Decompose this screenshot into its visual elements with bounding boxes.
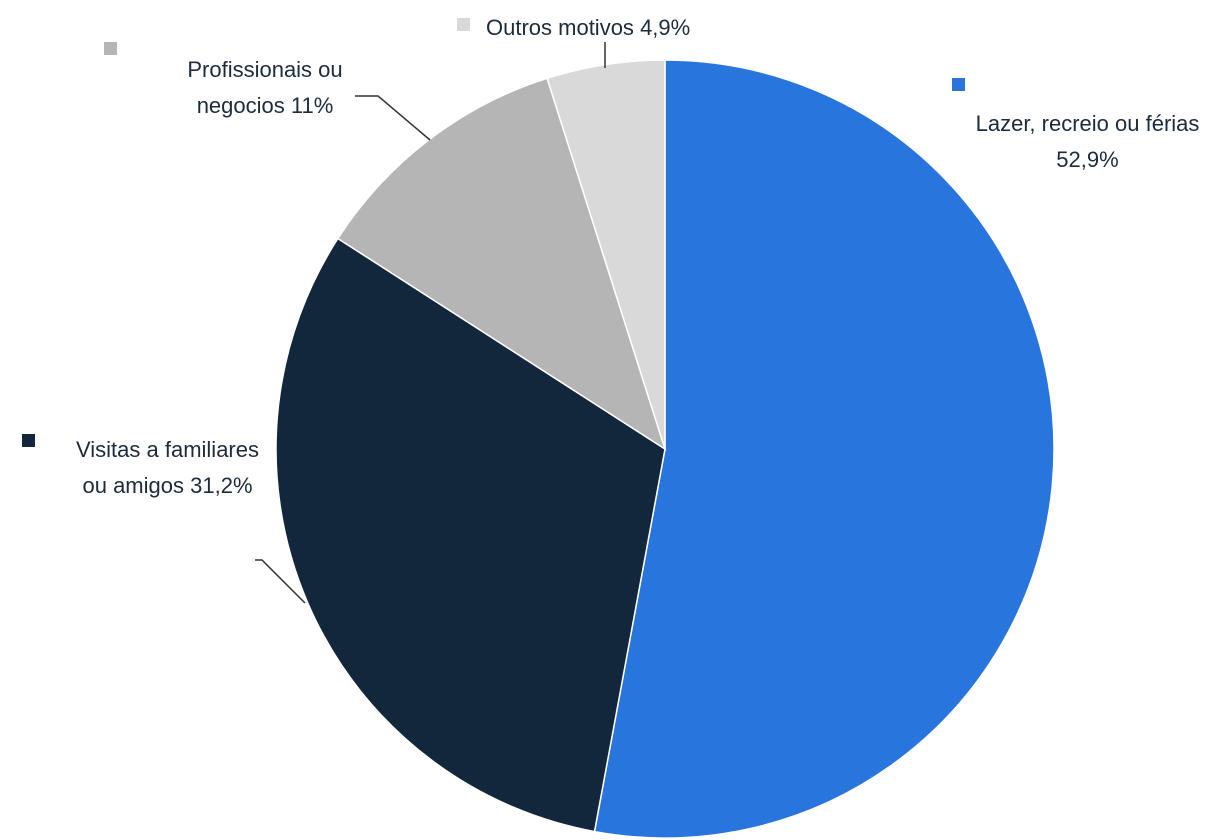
- slice-label: Visitas a familiares ou amigos 31,2%: [75, 432, 260, 504]
- leader-line: [255, 559, 306, 604]
- slices: [275, 59, 1055, 839]
- legend-marker: [22, 434, 35, 447]
- category-label: Profissionais ou negocios: [187, 57, 343, 118]
- legend-marker: [104, 42, 117, 55]
- leader-line: [355, 95, 431, 141]
- value-label: 4,9%: [640, 15, 691, 40]
- pie-slice: [336, 77, 667, 451]
- value-label: 11%: [290, 93, 334, 118]
- legend-marker: [457, 18, 470, 31]
- category-label: Outros motivos: [486, 15, 634, 40]
- pie-slice: [593, 59, 1055, 839]
- legend-marker: [952, 78, 965, 91]
- category-label: Lazer, recreio ou férias: [975, 111, 1200, 136]
- slice-label: Outros motivos 4,9%: [486, 10, 690, 46]
- value-label: 52,9%: [1056, 147, 1119, 172]
- category-label: Visitas a familiares ou amigos: [76, 437, 259, 498]
- slice-label: Lazer, recreio ou férias 52,9%: [975, 106, 1200, 178]
- value-label: 31,2%: [190, 473, 253, 498]
- slice-label: Profissionais ou negocios 11%: [150, 52, 380, 124]
